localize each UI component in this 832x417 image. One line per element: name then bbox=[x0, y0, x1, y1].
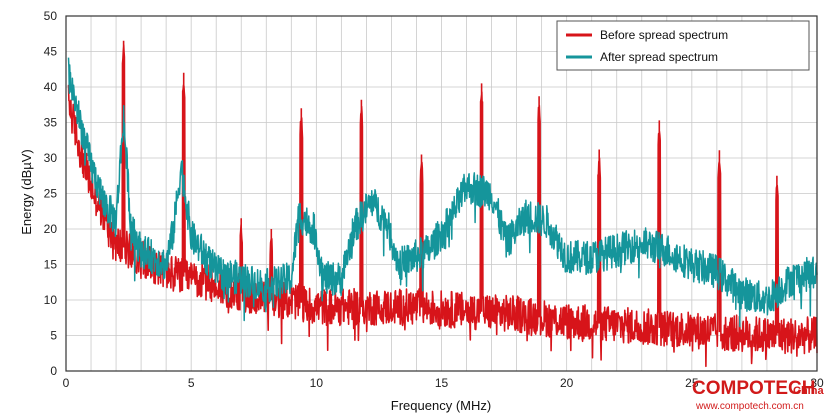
tick-labels: 0 5 10 15 20 25 30 0 5 10 15 20 25 30 35 40 45 50 bbox=[44, 9, 824, 390]
x-tick-label: 20 bbox=[560, 376, 574, 390]
y-tick-label: 50 bbox=[44, 9, 58, 23]
x-tick-label: 30 bbox=[810, 376, 824, 390]
series-layer bbox=[67, 40, 818, 368]
y-axis-label: Energy (dBµV) bbox=[19, 149, 34, 235]
legend-label-before: Before spread spectrum bbox=[600, 28, 728, 42]
y-tick-label: 30 bbox=[44, 151, 58, 165]
x-tick-label: 25 bbox=[685, 376, 699, 390]
y-tick-label: 5 bbox=[50, 329, 57, 343]
watermark-url: www.compotech.com.cn bbox=[695, 401, 804, 412]
legend-label-after: After spread spectrum bbox=[600, 50, 718, 64]
y-tick-label: 15 bbox=[44, 258, 58, 272]
y-tick-label: 35 bbox=[44, 116, 58, 130]
plot-frame bbox=[65, 15, 818, 372]
legend-box bbox=[556, 20, 810, 71]
x-tick-label: 10 bbox=[310, 376, 324, 390]
y-tick-label: 25 bbox=[44, 187, 58, 201]
watermark-sub: China bbox=[793, 385, 824, 397]
legend: Before spread spectrum After spread spec… bbox=[556, 20, 810, 71]
y-tick-label: 20 bbox=[44, 222, 58, 236]
y-tick-label: 40 bbox=[44, 80, 58, 94]
x-tick-label: 15 bbox=[435, 376, 449, 390]
series-after-spread-spectrum bbox=[67, 57, 818, 328]
y-tick-label: 10 bbox=[44, 293, 58, 307]
x-tick-label: 5 bbox=[188, 376, 195, 390]
y-tick-label: 0 bbox=[50, 364, 57, 378]
x-tick-label: 0 bbox=[63, 376, 70, 390]
x-axis-label: Frequency (MHz) bbox=[391, 398, 491, 413]
watermark: COMPOTECH China www.compotech.com.cn bbox=[692, 378, 824, 412]
y-tick-label: 45 bbox=[44, 45, 58, 59]
watermark-main: COMPOTECH bbox=[692, 378, 816, 399]
